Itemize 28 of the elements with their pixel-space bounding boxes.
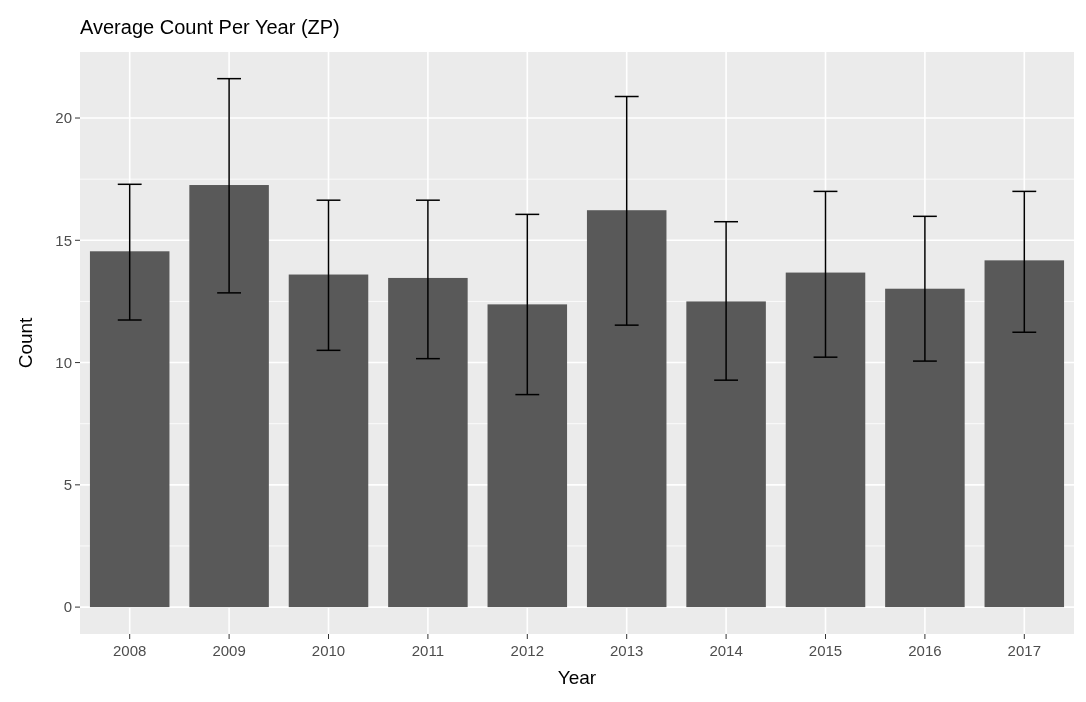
- x-tick-label: 2016: [908, 642, 942, 659]
- bar: [189, 185, 269, 608]
- x-tick-label: 2010: [311, 642, 346, 659]
- x-tick-label: 2009: [212, 642, 246, 659]
- bar: [785, 272, 866, 608]
- y-tick-label: 15: [55, 231, 72, 249]
- y-axis-title: Count: [15, 316, 36, 369]
- y-tick-label: 0: [63, 598, 72, 616]
- x-tick-label: 2015: [808, 642, 843, 659]
- y-tick-label: 20: [55, 109, 72, 127]
- bar: [487, 304, 568, 608]
- bar: [89, 251, 170, 608]
- x-tick-label: 2013: [610, 642, 644, 659]
- x-tick-label: 2014: [709, 642, 743, 659]
- x-axis-title: Year: [557, 667, 597, 688]
- bar: [388, 277, 468, 608]
- bar: [984, 260, 1065, 608]
- x-tick-label: 2017: [1007, 642, 1041, 659]
- bar: [885, 288, 965, 608]
- bar: [586, 210, 667, 608]
- bar: [686, 301, 766, 608]
- bar: [288, 274, 369, 608]
- x-tick-label: 2008: [113, 642, 147, 659]
- y-tick-label: 5: [63, 476, 72, 494]
- y-tick-label: 10: [55, 353, 72, 371]
- x-tick-label: 2012: [510, 642, 544, 659]
- chart-title: Average Count Per Year (ZP): [80, 16, 340, 38]
- x-tick-label: 2011: [411, 642, 445, 659]
